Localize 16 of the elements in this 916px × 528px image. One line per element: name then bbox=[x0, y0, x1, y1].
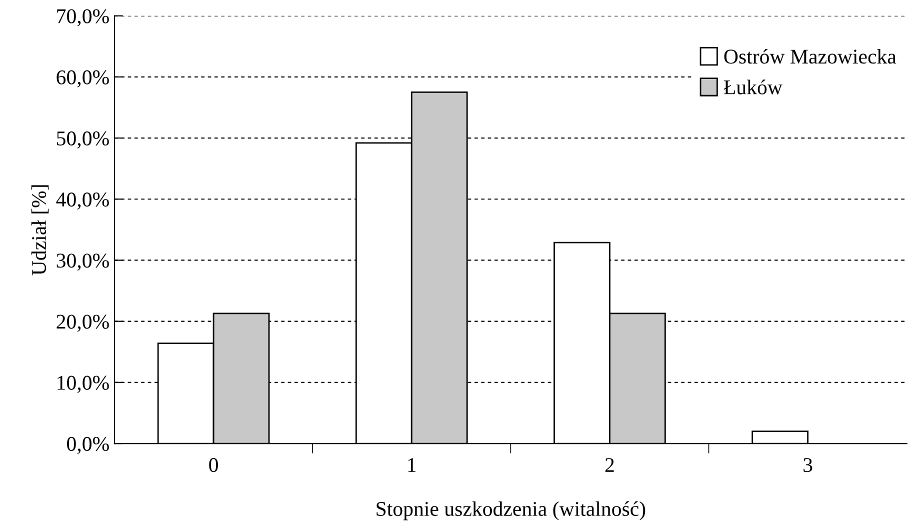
y-tick-label: 60,0% bbox=[56, 70, 109, 88]
x-tick-label: 2 bbox=[605, 458, 614, 472]
y-tick-label: 20,0% bbox=[56, 314, 109, 332]
legend-label: Ostrów Mazowiecka bbox=[724, 48, 896, 64]
x-tick-label: 3 bbox=[804, 458, 812, 472]
x-axis-title: Stopnie uszkodzenia (witalność) bbox=[376, 501, 646, 520]
y-tick-label: 30,0% bbox=[56, 254, 109, 271]
y-tick-label: 0,0% bbox=[67, 436, 109, 454]
y-tick-label: 40,0% bbox=[56, 192, 109, 210]
y-tick-label: 70,0% bbox=[57, 9, 109, 26]
x-tick-label: 1 bbox=[408, 458, 416, 472]
y-axis-title: Udział [%] bbox=[31, 185, 49, 276]
y-tick-label: 10,0% bbox=[58, 376, 109, 393]
y-tick-label: 50,0% bbox=[57, 131, 109, 148]
legend-label: Łuków bbox=[724, 80, 782, 94]
x-tick-label: 0 bbox=[209, 458, 218, 472]
